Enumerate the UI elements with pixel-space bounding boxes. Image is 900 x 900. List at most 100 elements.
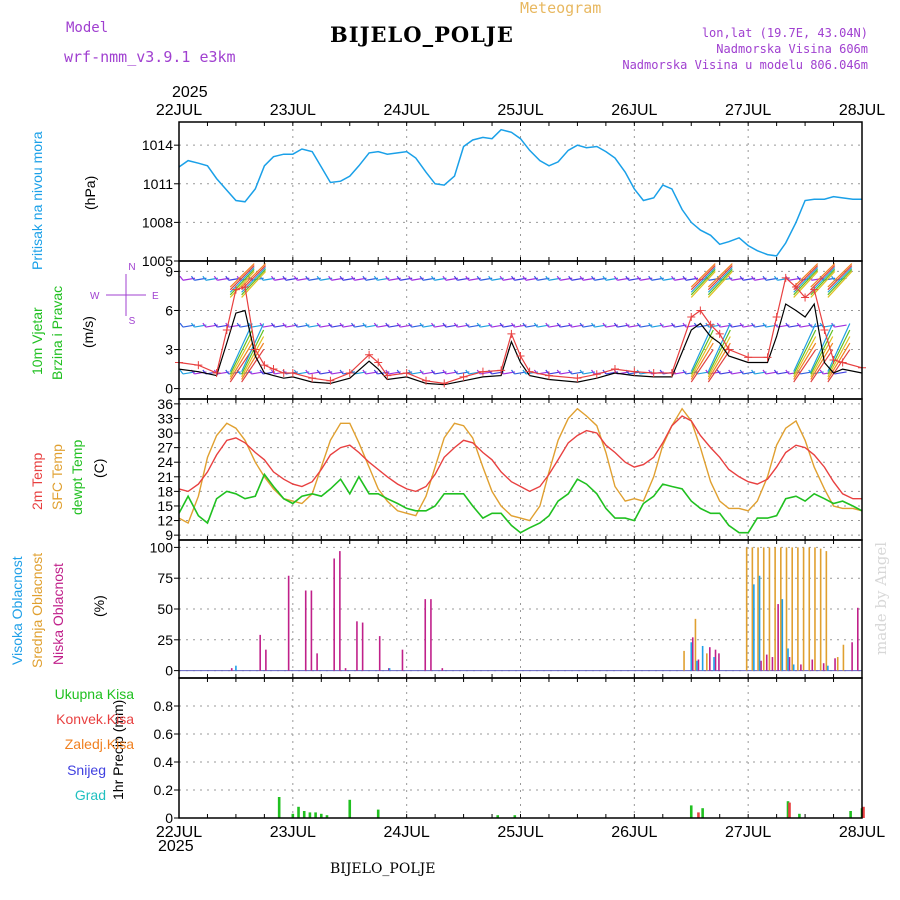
wind-barb <box>773 369 778 375</box>
y-tick-label: 0.8 <box>154 698 174 714</box>
gust-marker <box>838 358 847 367</box>
wind-barb <box>568 369 573 375</box>
wind-barb <box>373 369 378 375</box>
precip-bar <box>348 799 352 818</box>
model-altitude-text: Nadmorska Visina u modelu 806.046m <box>622 58 868 72</box>
gust-marker <box>810 285 819 294</box>
wind-arrow <box>690 271 716 298</box>
wind-arrow <box>810 265 836 291</box>
y-tick-label: 50 <box>157 601 173 617</box>
wind-barb <box>659 275 664 281</box>
y-tick-label: 0 <box>165 381 173 397</box>
wind-arrow <box>707 336 731 378</box>
wind-barb <box>693 275 698 281</box>
wind-barb <box>682 322 687 328</box>
wind-barb <box>671 275 676 281</box>
wind-arrow <box>827 267 853 293</box>
wind-barb <box>465 369 470 375</box>
wind-barb <box>408 369 413 375</box>
year-top: 2025 <box>172 84 208 101</box>
date-label-top: 22JUL <box>156 102 202 119</box>
gust-marker <box>279 368 288 377</box>
wind-arrow <box>707 329 731 375</box>
precip-panel: 0 0.2 0.4 0.6 0.8 <box>154 677 865 826</box>
wind-barb <box>591 275 595 281</box>
gust-marker <box>422 376 431 385</box>
wind-barb <box>568 275 573 281</box>
wind-arrow <box>241 265 267 291</box>
wind-barb <box>796 322 801 328</box>
wind-barb <box>511 369 515 375</box>
wind-barb <box>834 371 847 375</box>
wind-arrow <box>241 329 265 375</box>
precip-bar <box>513 815 517 818</box>
wind-arrow <box>707 323 731 372</box>
wind-barb <box>728 275 733 281</box>
y-tick-label: 0 <box>165 810 173 826</box>
wind-arrow <box>793 265 819 291</box>
y-tick-label: 21 <box>157 469 173 485</box>
y-tick-label: 15 <box>157 498 173 514</box>
gust-marker <box>696 306 705 315</box>
gust-marker <box>478 367 487 376</box>
wind-barb <box>385 275 390 281</box>
gust-marker <box>194 361 203 370</box>
wind-barb <box>602 275 607 281</box>
wind-barb <box>339 369 344 375</box>
gust-marker <box>630 367 639 376</box>
page-title: BIJELO_POLJE <box>330 22 514 47</box>
legend-total: Ukupna Kisa <box>54 686 134 702</box>
model-value: wrf-nmm_v3.9.1 e3km <box>64 48 236 66</box>
wind-barb <box>476 275 481 281</box>
wind-speed-line <box>178 302 863 386</box>
y-tick-label: 1014 <box>142 137 173 153</box>
wind-arrow <box>707 267 733 293</box>
wind-barb <box>499 322 504 328</box>
y-tick-label: 1008 <box>142 214 173 230</box>
wind-barb <box>328 322 333 328</box>
wind-arrow <box>690 336 714 378</box>
wind-arrow <box>793 342 817 380</box>
wind-barb <box>522 369 527 375</box>
wind-arrow <box>690 323 714 372</box>
wind-barb <box>625 322 630 328</box>
wind-barb <box>556 275 561 281</box>
y-tick-label: 1011 <box>143 176 173 192</box>
wind-arrow <box>690 267 716 293</box>
compass-e: E <box>152 291 159 302</box>
precip-bar <box>849 811 852 818</box>
wind-barb <box>751 322 756 328</box>
wind-barb <box>408 322 413 328</box>
wind-barb <box>522 275 527 281</box>
wind-barb <box>213 275 218 281</box>
gust-marker <box>592 370 601 379</box>
wind-barb <box>419 322 424 328</box>
dewpt-line <box>178 472 863 534</box>
wind-barb <box>739 275 744 281</box>
wind-barb <box>419 369 424 375</box>
wind-barb <box>476 322 481 328</box>
precip-bar <box>325 815 329 818</box>
wind-arrow <box>229 323 253 372</box>
wind-barb <box>328 369 333 375</box>
gust-marker <box>667 368 676 377</box>
wind-barb <box>545 322 550 328</box>
y-tick-label: 36 <box>157 396 173 412</box>
gust-marker <box>402 368 411 377</box>
date-label-top: 26JUL <box>611 102 657 119</box>
wind-barb <box>636 322 641 328</box>
wind-barb <box>270 275 275 281</box>
lonlat-text: lon,lat (19.7E, 43.04N) <box>701 26 868 40</box>
wind-arrow <box>241 342 265 380</box>
gust-marker <box>525 367 534 376</box>
wind-arrow <box>241 336 265 378</box>
y-tick-label: 24 <box>157 454 173 470</box>
wind-barb <box>819 322 824 328</box>
legend-hail: Grad <box>74 787 106 803</box>
wind-barb <box>533 322 538 328</box>
wind-barb <box>225 369 230 375</box>
precip-bar <box>277 797 281 818</box>
wind-barb <box>339 275 344 281</box>
wind-barb <box>442 369 447 375</box>
gust-marker <box>573 374 582 383</box>
